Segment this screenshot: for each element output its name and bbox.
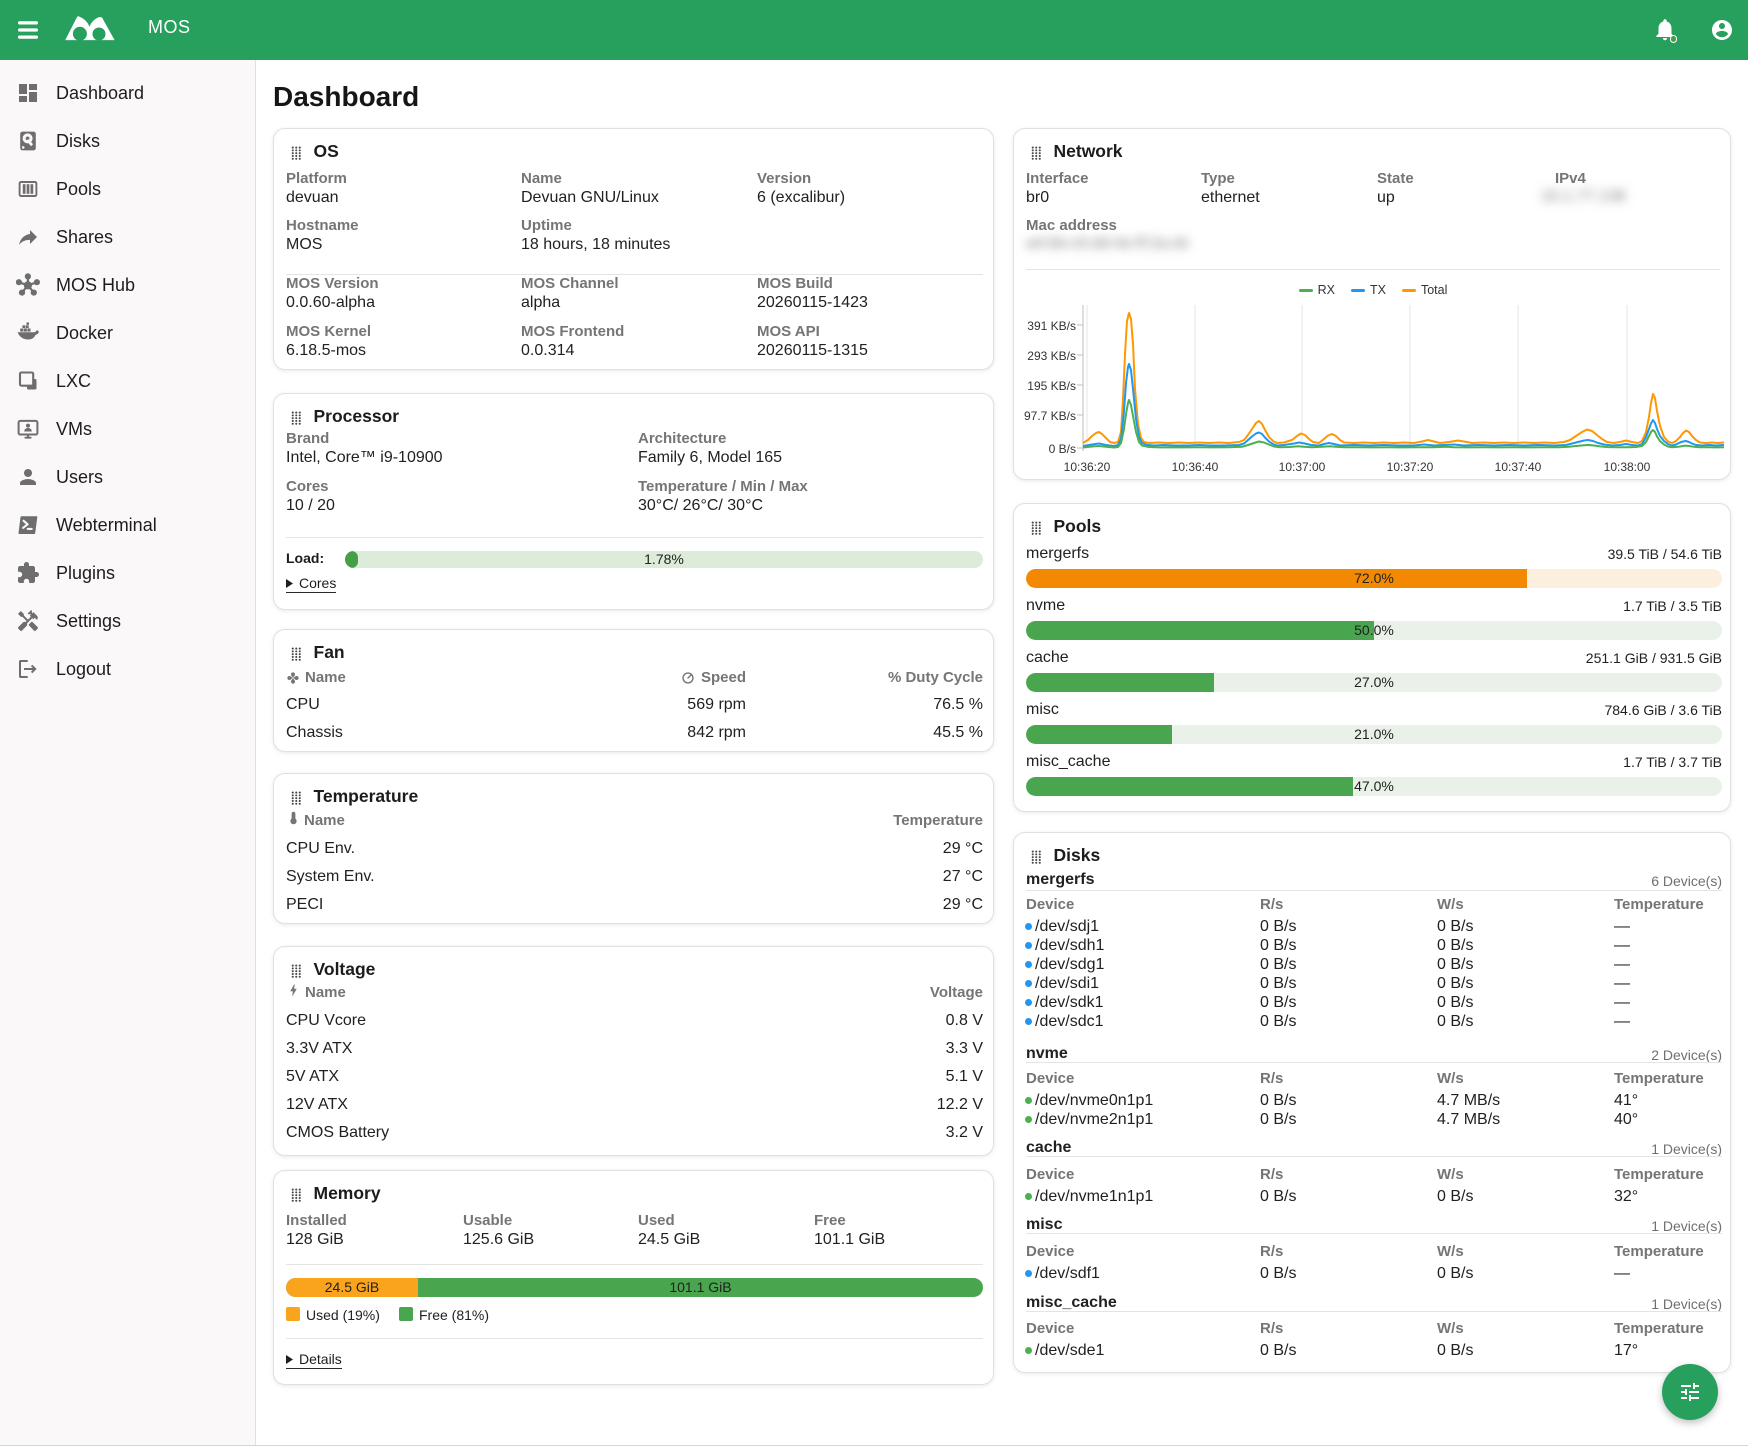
svg-text:391 KB/s: 391 KB/s — [1027, 319, 1076, 333]
svg-text:97.7 KB/s: 97.7 KB/s — [1024, 409, 1076, 423]
svg-text:293 KB/s: 293 KB/s — [1027, 349, 1076, 363]
svg-text:0 B/s: 0 B/s — [1049, 442, 1076, 456]
svg-text:10:37:20: 10:37:20 — [1387, 460, 1434, 474]
svg-text:195 KB/s: 195 KB/s — [1027, 379, 1076, 393]
svg-text:10:37:00: 10:37:00 — [1279, 460, 1326, 474]
svg-text:10:38:00: 10:38:00 — [1604, 460, 1651, 474]
svg-text:10:37:40: 10:37:40 — [1495, 460, 1542, 474]
svg-text:10:36:20: 10:36:20 — [1064, 460, 1111, 474]
svg-text:10:36:40: 10:36:40 — [1172, 460, 1219, 474]
